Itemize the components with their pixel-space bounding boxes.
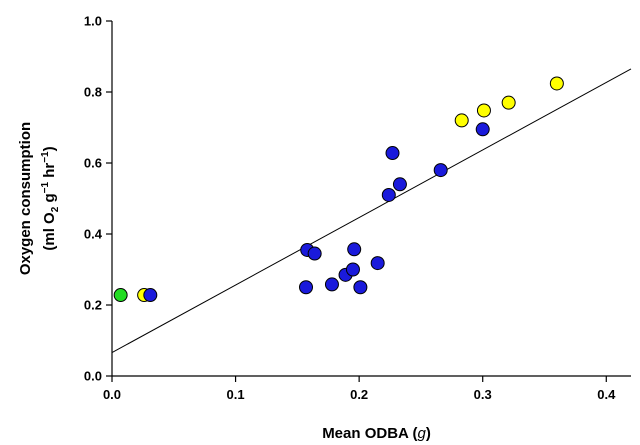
y-axis-title: Oxygen consumption (ml O2 g−1 hr−1)	[17, 122, 61, 275]
data-point	[300, 281, 313, 294]
data-point	[325, 278, 338, 291]
data-point	[550, 77, 563, 90]
y-tick-label: 0.4	[84, 227, 103, 242]
x-axis-label: Mean ODBA (g)	[322, 425, 431, 442]
y-axis-label-line2: (ml O2 g−1 hr−1)	[40, 146, 61, 250]
x-axis-title: Mean ODBA (g)	[322, 425, 431, 442]
data-point	[308, 247, 321, 260]
x-tick-label: 0.0	[103, 387, 121, 402]
y-tick-label: 0.8	[84, 85, 102, 100]
y-axis-label-part: (ml O	[41, 212, 58, 251]
axes: 0.0 0.2 0.4 0.6 0.8 1.0 0.0 0.1 0.2 0.3 0.4	[84, 14, 631, 403]
y-axis-label-part: g	[41, 193, 58, 206]
y-axis-label-part: hr	[41, 163, 58, 182]
y-tick-label: 0.6	[84, 156, 102, 171]
x-tick-label: 0.4	[597, 387, 616, 402]
x-tick-label: 0.1	[227, 387, 245, 402]
x-tick-label: 0.3	[474, 387, 492, 402]
data-point	[354, 281, 367, 294]
data-points	[114, 77, 563, 302]
x-axis-label-prefix: Mean ODBA (	[322, 425, 417, 442]
data-point	[348, 243, 361, 256]
data-point	[393, 178, 406, 191]
data-point	[114, 289, 127, 302]
regression-line	[112, 69, 631, 353]
x-tick-label: 0.2	[350, 387, 368, 402]
data-point	[144, 289, 157, 302]
data-point	[434, 164, 447, 177]
data-point	[386, 147, 399, 160]
data-point	[502, 96, 515, 109]
data-point	[382, 188, 395, 201]
data-point	[476, 123, 489, 136]
y-axis-label-line1: Oxygen consumption	[17, 122, 34, 275]
y-tick-label: 0.0	[84, 369, 102, 384]
data-point	[477, 104, 490, 117]
y-tick-label: 1.0	[84, 14, 102, 29]
data-point	[371, 257, 384, 270]
fit-line-group	[112, 69, 631, 353]
y-axis-label-part: )	[41, 146, 58, 151]
y-axis-label-part: −1	[40, 151, 51, 163]
data-point	[346, 263, 359, 276]
data-point	[455, 114, 468, 127]
y-tick-label: 0.2	[84, 298, 102, 313]
y-axis-label-part: −1	[40, 182, 51, 194]
x-axis-label-suffix: )	[426, 425, 431, 442]
